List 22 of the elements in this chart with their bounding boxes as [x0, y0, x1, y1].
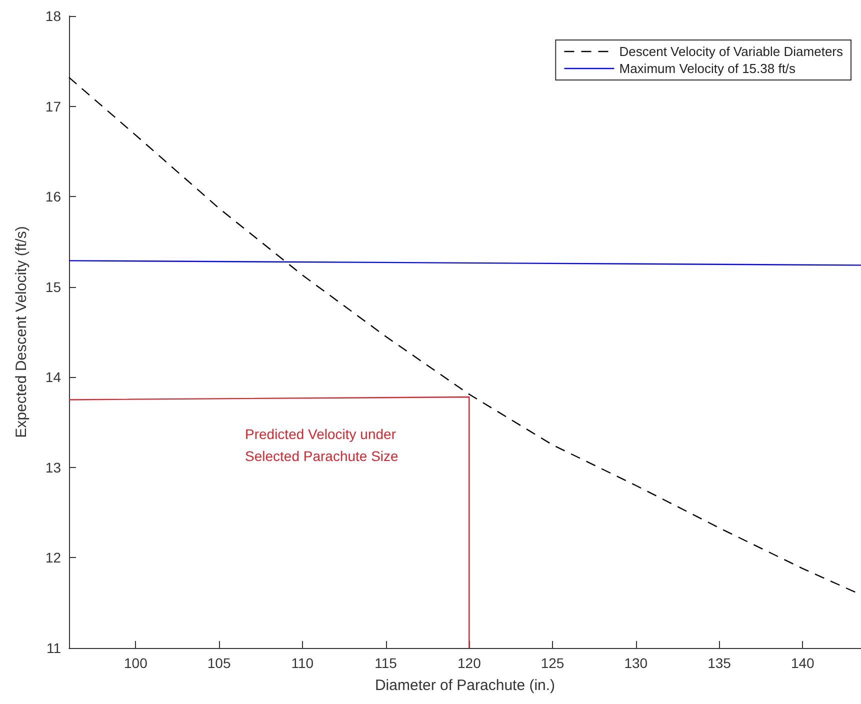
legend-label: Maximum Velocity of 15.38 ft/s: [619, 61, 796, 76]
y-tick-label: 13: [45, 459, 62, 476]
y-tick-label: 18: [45, 8, 62, 24]
x-tick-label: 130: [624, 655, 648, 671]
x-tick-label: 135: [708, 655, 732, 671]
x-tick-label: 105: [207, 655, 231, 671]
y-tick-label: 15: [45, 278, 62, 295]
y-axis-title: Expected Descent Velocity (ft/s): [13, 226, 30, 438]
annotation: Predicted Velocity under Selected Parachute Size: [245, 426, 399, 464]
x-tick-label: 125: [540, 655, 564, 671]
legend-label: Descent Velocity of Variable Diameters: [619, 44, 844, 59]
y-tick-label: 16: [45, 188, 62, 205]
x-tick-label: 110: [291, 655, 314, 671]
x-tick-label: 100: [124, 655, 148, 671]
x-tick-label: 115: [374, 655, 398, 671]
y-tick-label: 17: [45, 98, 62, 114]
x-tick-label: 140: [790, 655, 815, 671]
y-tick-label: 12: [45, 550, 62, 566]
y-tick-label: 14: [45, 369, 62, 386]
x-tick-label: 120: [457, 655, 482, 671]
x-axis-title: Diameter of Parachute (in.): [374, 677, 556, 694]
y-tick-label: 11: [46, 640, 62, 656]
